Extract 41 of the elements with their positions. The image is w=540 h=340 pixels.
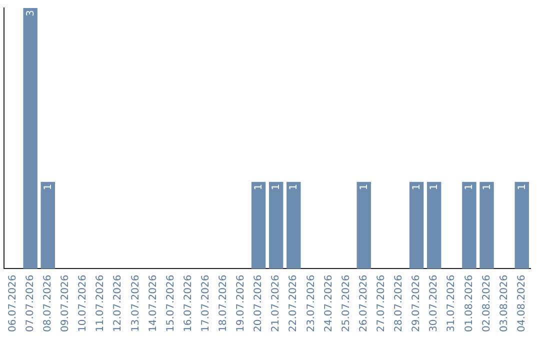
x-tick-label: 17.07.2026 xyxy=(200,274,212,332)
x-tick-label: 18.07.2026 xyxy=(218,274,230,332)
data-label: 1 xyxy=(482,184,493,190)
x-tick-label: 21.07.2026 xyxy=(270,274,282,332)
data-label: 1 xyxy=(42,184,54,190)
x-tick-label: 02.08.2026 xyxy=(481,274,492,332)
x-tick-label: 13.07.2026 xyxy=(130,274,142,332)
x-tick-label: 01.08.2026 xyxy=(464,274,475,332)
x-tick-label: 10.07.2026 xyxy=(78,274,89,332)
data-label: 1 xyxy=(288,184,300,190)
x-tick-label: 24.07.2026 xyxy=(323,274,334,332)
x-tick-label: 06.07.2026 xyxy=(7,274,18,332)
x-tick-label: 12.07.2026 xyxy=(112,274,124,332)
x-tick-label: 19.07.2026 xyxy=(236,274,247,332)
x-tick-label: 04.08.2026 xyxy=(516,274,528,332)
data-label: 3 xyxy=(25,10,36,16)
x-tick-label: 28.07.2026 xyxy=(394,274,405,332)
x-tick-label: 23.07.2026 xyxy=(306,274,317,332)
x-tick-label: 22.07.2026 xyxy=(288,274,300,332)
data-label: 1 xyxy=(412,184,423,190)
data-label: 1 xyxy=(254,184,265,190)
x-tick-label: 20.07.2026 xyxy=(253,274,264,332)
data-label: 1 xyxy=(516,184,528,190)
data-label: 1 xyxy=(271,184,282,190)
x-tick-label: 30.07.2026 xyxy=(428,274,440,332)
data-label: 1 xyxy=(464,184,476,190)
x-tick-label: 31.07.2026 xyxy=(446,274,458,332)
x-tick-label: 25.07.2026 xyxy=(340,274,352,332)
x-tick-label: 15.07.2026 xyxy=(165,274,176,332)
x-tick-label: 26.07.2026 xyxy=(358,274,370,332)
x-tick-label: 07.07.2026 xyxy=(24,274,36,332)
data-label: 1 xyxy=(358,184,370,190)
x-tick-label: 09.07.2026 xyxy=(60,274,72,332)
x-tick-label: 08.07.2026 xyxy=(42,274,54,332)
x-tick-label: 03.08.2026 xyxy=(498,274,510,332)
x-tick-label: 29.07.2026 xyxy=(411,274,422,332)
x-tick-label: 16.07.2026 xyxy=(182,274,194,332)
x-tick-label: 14.07.2026 xyxy=(148,274,159,332)
data-label: 1 xyxy=(429,184,440,190)
x-tick-label: 11.07.2026 xyxy=(95,274,106,332)
x-tick-label: 27.07.2026 xyxy=(376,274,388,332)
